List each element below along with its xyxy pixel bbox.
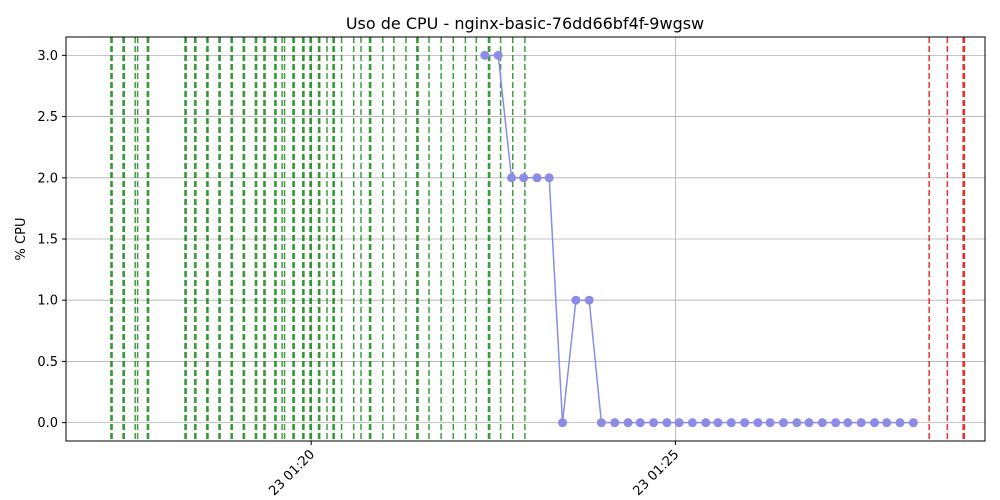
x-tick-label: 23 01:20 bbox=[266, 447, 318, 499]
data-point bbox=[571, 295, 581, 305]
data-point bbox=[740, 418, 750, 428]
data-point bbox=[778, 418, 788, 428]
data-point bbox=[687, 418, 697, 428]
data-point bbox=[610, 418, 620, 428]
y-tick-label: 3.0 bbox=[37, 49, 58, 64]
y-axis: 0.0 0.5 1.0 1.5 2.0 2.5 3.0 bbox=[37, 49, 66, 431]
data-point bbox=[804, 418, 814, 428]
data-point bbox=[843, 418, 853, 428]
event-lines bbox=[110, 37, 966, 441]
data-point bbox=[765, 418, 775, 428]
data-point bbox=[480, 50, 490, 60]
series-line bbox=[484, 54, 914, 424]
data-point bbox=[792, 418, 802, 428]
data-point bbox=[726, 418, 736, 428]
x-tick-label: 23 01:25 bbox=[631, 447, 683, 499]
data-point bbox=[532, 173, 542, 183]
data-point bbox=[908, 418, 918, 428]
data-point bbox=[584, 295, 594, 305]
y-tick-label: 1.0 bbox=[37, 294, 58, 309]
y-tick-label: 1.5 bbox=[37, 233, 58, 248]
data-point bbox=[662, 418, 672, 428]
y-tick-label: 0.5 bbox=[37, 355, 58, 370]
data-point bbox=[856, 418, 866, 428]
data-point bbox=[831, 418, 841, 428]
data-point bbox=[674, 418, 684, 428]
y-tick-label: 2.0 bbox=[37, 171, 58, 186]
y-tick-label: 0.0 bbox=[37, 416, 58, 431]
data-point bbox=[544, 173, 554, 183]
series-cpu bbox=[480, 50, 918, 428]
data-point bbox=[882, 418, 892, 428]
data-point bbox=[649, 418, 659, 428]
data-point bbox=[701, 418, 711, 428]
data-point bbox=[895, 418, 905, 428]
data-point bbox=[635, 418, 645, 428]
data-point bbox=[870, 418, 880, 428]
x-axis: 23 01:20 23 01:25 bbox=[266, 441, 682, 499]
data-point bbox=[558, 418, 568, 428]
data-point bbox=[493, 50, 503, 60]
y-tick-label: 2.5 bbox=[37, 110, 58, 125]
data-point bbox=[596, 418, 606, 428]
data-point bbox=[713, 418, 723, 428]
data-point bbox=[519, 173, 529, 183]
data-point bbox=[817, 418, 827, 428]
data-point bbox=[753, 418, 763, 428]
data-point bbox=[507, 173, 517, 183]
y-axis-label: % CPU bbox=[14, 218, 29, 261]
data-point bbox=[623, 418, 633, 428]
chart-title: Uso de CPU - nginx-basic-76dd66bf4f-9wgs… bbox=[346, 14, 704, 33]
